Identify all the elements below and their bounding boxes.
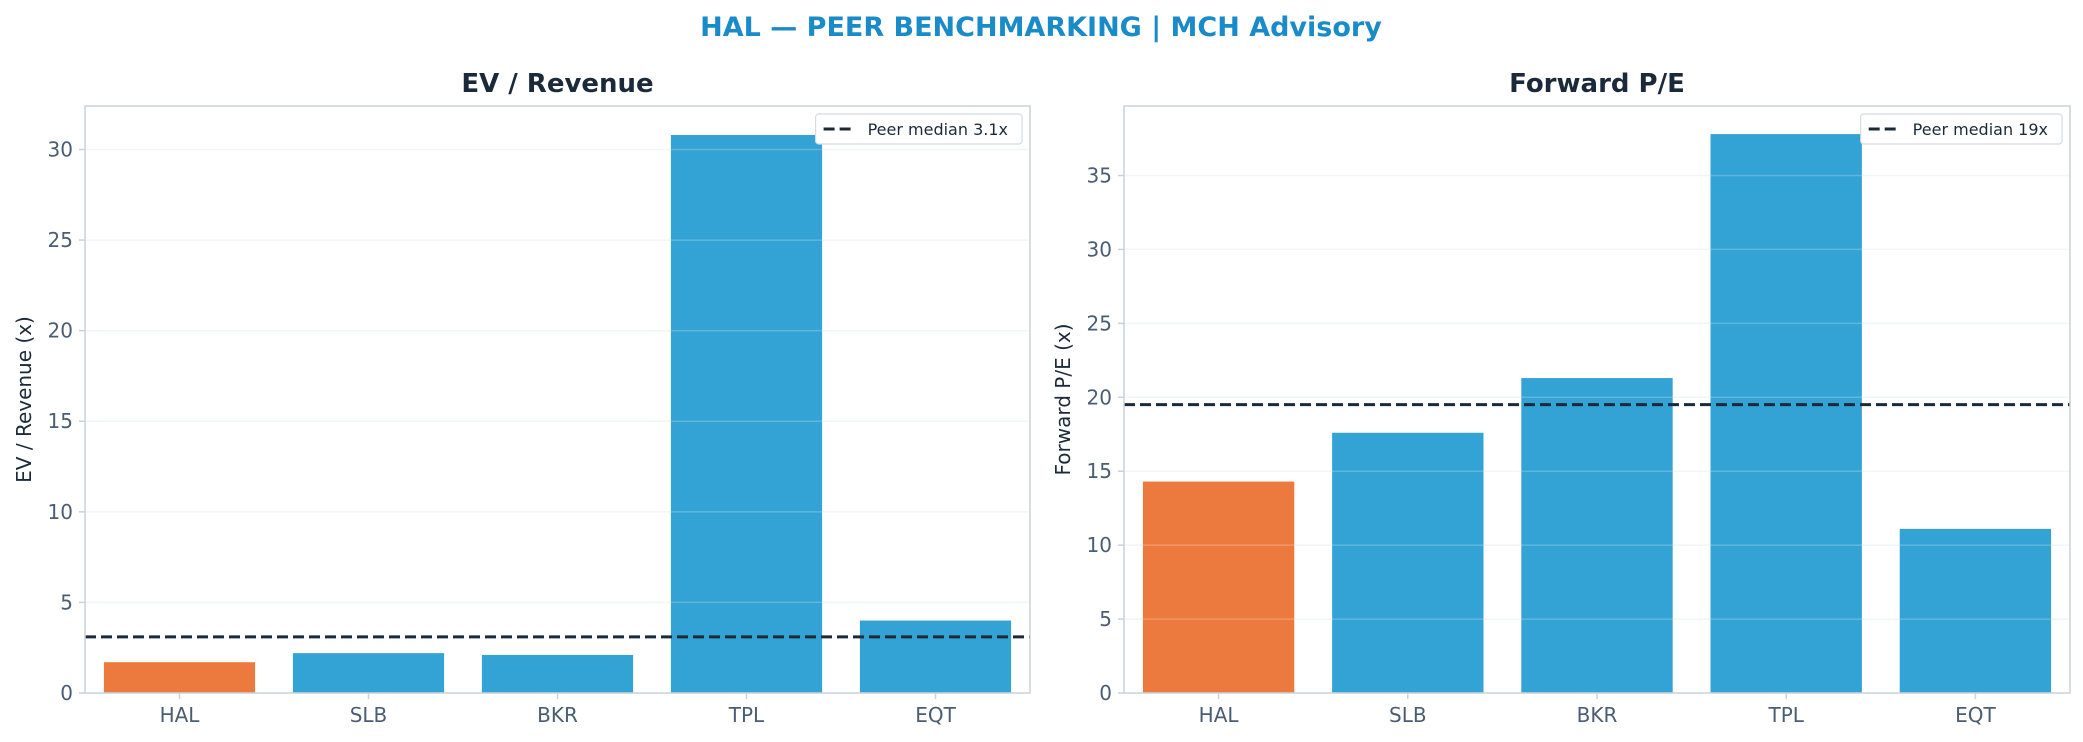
gridlines xyxy=(85,148,1030,604)
y-tick-label: 30 xyxy=(1087,237,1112,261)
y-axis-label: EV / Revenue (x) xyxy=(12,316,36,483)
x-tick-label: HAL xyxy=(160,703,201,727)
bar-slb xyxy=(1332,432,1484,693)
y-tick-label: 5 xyxy=(60,590,73,614)
legend-label: Peer median 19x xyxy=(1913,120,2048,139)
legend-box xyxy=(814,113,1023,145)
bars xyxy=(85,134,1030,693)
bar-tpl xyxy=(1710,134,1862,693)
plot-area xyxy=(85,106,1030,693)
legend-label: Peer median 3.1x xyxy=(868,120,1008,139)
panel-title: Forward P/E xyxy=(1509,69,1685,99)
figure-title: HAL — PEER BENCHMARKING | MCH Advisory xyxy=(700,12,1382,43)
x-axis-ticks: HAL SLB BKR TPL EQT xyxy=(160,693,957,727)
y-tick-label: 35 xyxy=(1087,163,1112,187)
forward-pe-panel: 0 5 10 15 20 25 30 35 HAL SLB BKR TPL EQT Forward P… xyxy=(1051,69,2071,727)
y-tick-label: 0 xyxy=(1099,681,1112,705)
y-axis-ticks: 0 5 10 15 20 25 30 xyxy=(48,137,85,705)
x-tick-label: BKR xyxy=(1577,703,1618,727)
x-tick-label: TPL xyxy=(1767,703,1804,727)
legend: Peer median 19x xyxy=(1860,113,2063,145)
y-axis-label: Forward P/E (x) xyxy=(1051,323,1075,475)
y-tick-label: 15 xyxy=(48,409,73,433)
ev-revenue-panel: 0 5 10 15 20 25 30 HAL SLB BKR TPL EQT EV / Revenu… xyxy=(12,69,1031,727)
x-axis-ticks: HAL SLB BKR TPL EQT xyxy=(1199,693,1996,727)
y-tick-label: 10 xyxy=(1087,533,1112,557)
x-tick-label: HAL xyxy=(1199,703,1240,727)
y-tick-label: 30 xyxy=(48,137,73,161)
y-tick-label: 10 xyxy=(48,500,73,524)
bar-bkr xyxy=(1521,378,1673,693)
y-tick-label: 20 xyxy=(1087,385,1112,409)
x-tick-label: SLB xyxy=(350,703,388,727)
legend: Peer median 3.1x xyxy=(814,113,1023,145)
bar-hal xyxy=(103,662,256,693)
bar-eqt xyxy=(1899,528,2052,693)
x-tick-label: EQT xyxy=(1955,703,1996,727)
y-tick-label: 25 xyxy=(1087,311,1112,335)
y-tick-label: 5 xyxy=(1099,607,1112,631)
x-tick-label: EQT xyxy=(915,703,956,727)
bar-tpl xyxy=(670,134,823,693)
panel-title: EV / Revenue xyxy=(461,69,653,99)
y-tick-label: 20 xyxy=(48,319,73,343)
bar-bkr xyxy=(481,654,634,693)
bar-hal xyxy=(1142,481,1295,693)
x-tick-label: BKR xyxy=(537,703,578,727)
bars xyxy=(1124,134,2070,693)
bar-eqt xyxy=(859,620,1012,693)
x-tick-label: TPL xyxy=(728,703,765,727)
x-tick-label: SLB xyxy=(1389,703,1427,727)
bar-slb xyxy=(292,653,445,693)
y-tick-label: 15 xyxy=(1087,459,1112,483)
y-tick-label: 0 xyxy=(60,681,73,705)
y-tick-label: 25 xyxy=(48,228,73,252)
legend-box xyxy=(1860,113,2063,145)
y-axis-ticks: 0 5 10 15 20 25 30 35 xyxy=(1087,163,1124,705)
